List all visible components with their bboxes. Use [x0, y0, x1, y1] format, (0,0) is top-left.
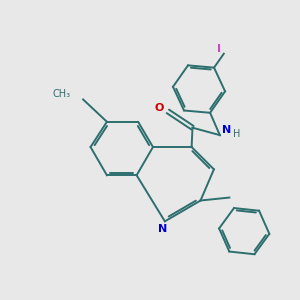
- Text: N: N: [222, 125, 231, 135]
- Text: I: I: [217, 44, 221, 54]
- Text: H: H: [233, 129, 241, 139]
- Text: CH₃: CH₃: [52, 89, 70, 99]
- Text: N: N: [158, 224, 167, 234]
- Text: O: O: [154, 103, 164, 113]
